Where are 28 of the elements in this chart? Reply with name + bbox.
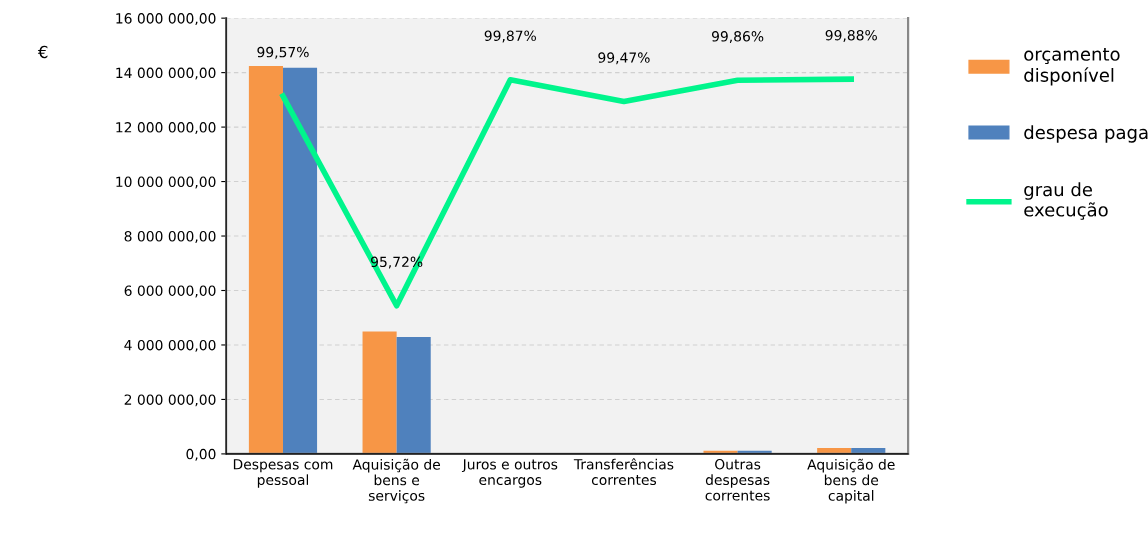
y-tick-label: 14 000 000,00 (116, 67, 216, 80)
y-tick-label: 4 000 000,00 (124, 339, 216, 352)
x-tick-label: Aquisição de bens de capital (807, 458, 895, 504)
x-tick-label: Juros e outros encargos (461, 459, 558, 488)
x-tick-label: Transferências correntes (573, 458, 674, 486)
y-tick-label: 8 000 000,00 (124, 231, 216, 243)
y-tick-label: 12 000 000,00 (116, 122, 216, 134)
data-label: 99,57% (257, 46, 309, 59)
bar (282, 67, 318, 454)
bar (396, 337, 431, 454)
data-label: 99,88% (825, 29, 877, 42)
bar (248, 66, 283, 454)
x-tick-label: Aquisição de bens e serviços (352, 458, 441, 504)
x-tick-label: Despesas com pessoal (233, 459, 333, 488)
y-tick-label: 6 000 000,00 (124, 285, 216, 298)
y-tick-label: 2 000 000,00 (124, 394, 216, 407)
legend-label: grau de execução (1024, 182, 1108, 220)
legend-label: despesa paga (1024, 125, 1148, 143)
y-tick-label: 0,00 (186, 448, 216, 461)
y-axis-title: € (37, 45, 48, 59)
data-label: 99,86% (711, 31, 764, 43)
bar (362, 331, 397, 454)
data-label: 99,47% (598, 52, 650, 65)
data-label: 99,87% (484, 30, 536, 43)
y-tick-label: 16 000 000,00 (116, 13, 216, 26)
legend-label: orçamento disponível (1024, 47, 1120, 86)
y-tick-label: 10 000 000,00 (116, 176, 216, 189)
x-tick-label: Outras despesas correntes (705, 459, 770, 501)
